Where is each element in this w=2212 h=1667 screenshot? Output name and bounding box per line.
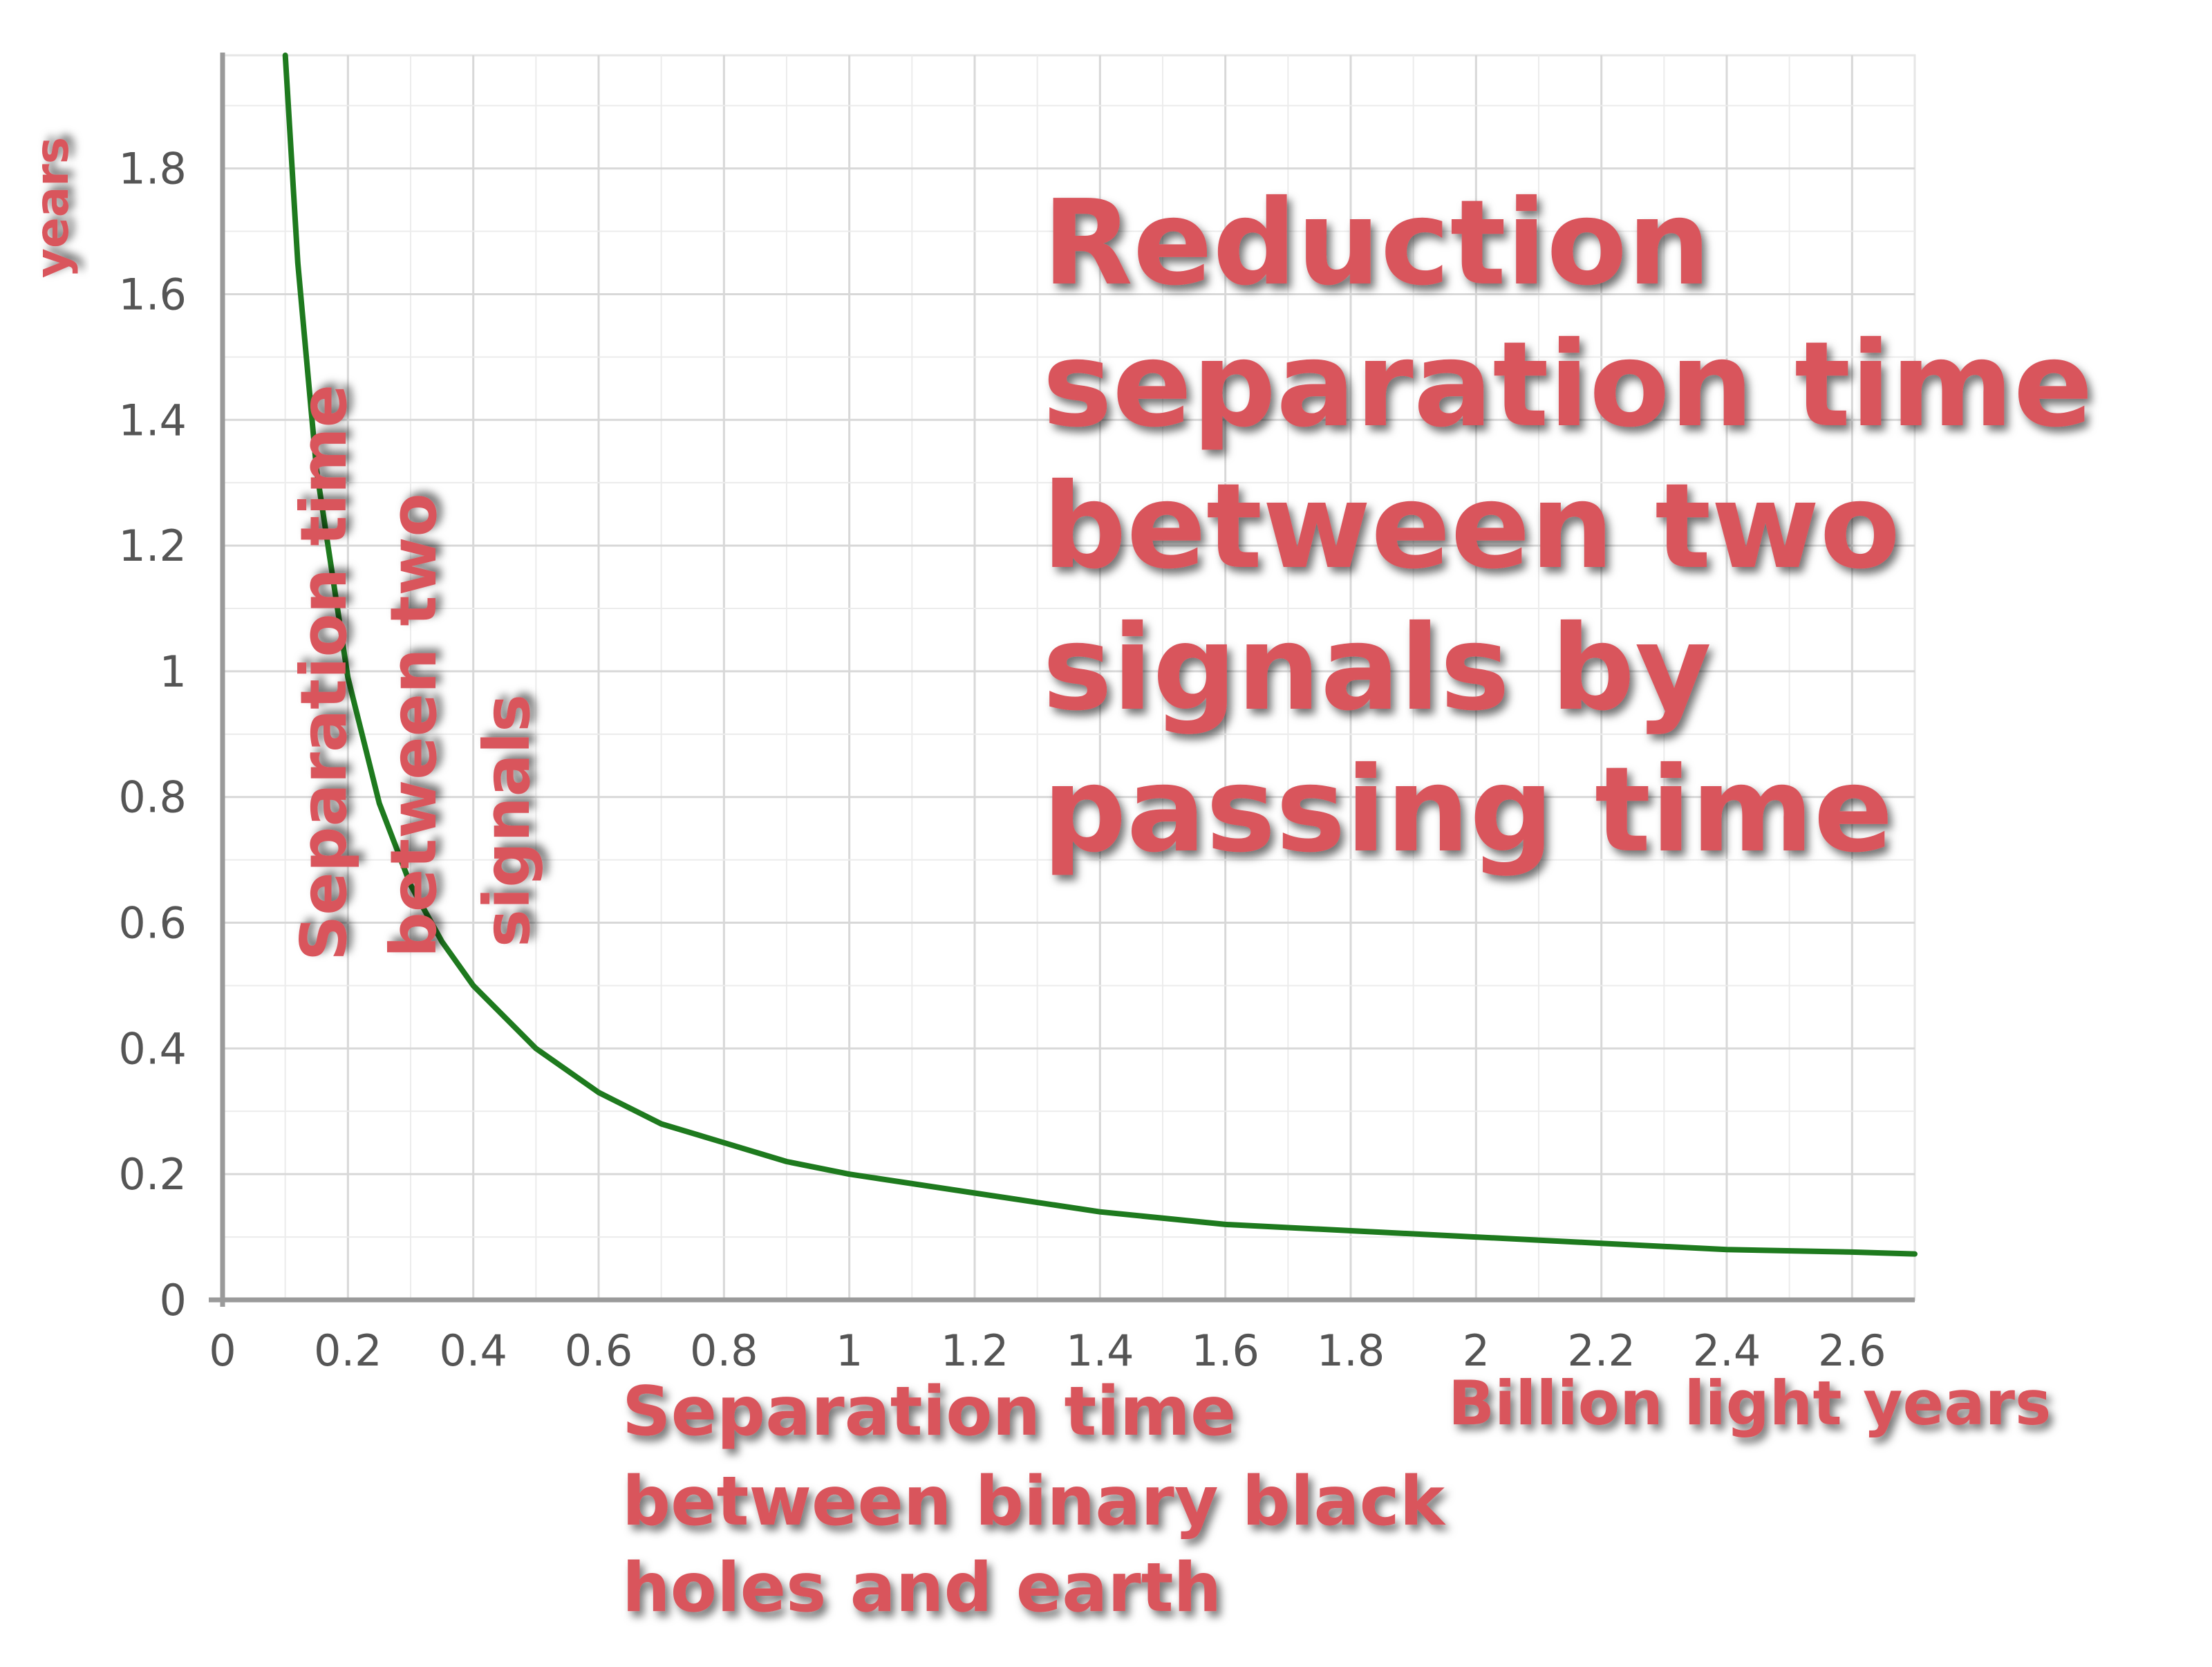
series-layer	[282, 53, 1918, 1257]
y-tick-label: 1	[160, 646, 187, 697]
chart-axes	[209, 53, 1915, 1307]
y-tick-label: 0.4	[118, 1023, 187, 1074]
x-tick-labels: 0 0.2 0.4 0.6 0.8 1 1.2 1.4 1.6 1.8 2 2.2 2.4 2.6	[209, 1325, 1886, 1376]
series-line	[282, 53, 1918, 1257]
x-axis-label-line-1: Separation time	[622, 1372, 1236, 1451]
x-tick-label: 0	[209, 1325, 236, 1376]
chart-title-line-5: passing time	[1042, 742, 1893, 879]
y-tick-label: 1.6	[118, 269, 187, 319]
y-axis-label-line-2: between two	[377, 493, 451, 958]
x-tick-label: 0.6	[565, 1325, 633, 1376]
chart-title-line-3: between two	[1042, 458, 1900, 595]
y-tick-label: 1.4	[118, 395, 187, 445]
y-tick-label: 0.2	[118, 1149, 187, 1200]
y-unit-label: years	[26, 137, 79, 278]
chart-title-line-1: Reduction	[1042, 175, 1711, 312]
x-tick-label: 0.4	[439, 1325, 507, 1376]
x-tick-label: 1.6	[1191, 1325, 1259, 1376]
x-tick-label: 1.2	[941, 1325, 1009, 1376]
x-tick-label: 2.4	[1693, 1325, 1761, 1376]
y-tick-label: 0.8	[118, 772, 187, 823]
y-tick-labels: 0 0.2 0.4 0.6 0.8 1 1.2 1.4 1.6 1.8	[118, 144, 187, 1325]
x-tick-label: 0.8	[690, 1325, 758, 1376]
x-tick-label: 1	[836, 1325, 863, 1376]
y-tick-label: 0	[160, 1275, 187, 1325]
y-axis-label-line-3: signals	[470, 694, 544, 947]
chart-title-line-4: signals by	[1042, 600, 1712, 737]
y-tick-label: 0.6	[118, 898, 187, 949]
x-tick-label: 1.8	[1317, 1325, 1385, 1376]
x-axis-label-line-2: between binary black	[622, 1462, 1447, 1541]
x-tick-label: 1.4	[1066, 1325, 1134, 1376]
x-tick-label: 2.6	[1818, 1325, 1886, 1376]
chart-grid	[221, 54, 1916, 1301]
x-tick-label: 2	[1463, 1325, 1490, 1376]
x-tick-label: 2.2	[1567, 1325, 1635, 1376]
chart-title-line-2: separation time	[1042, 317, 2093, 454]
x-axis-label-line-3: holes and earth	[622, 1549, 1221, 1628]
x-unit-label: Billion light years	[1448, 1368, 2051, 1439]
y-tick-label: 1.8	[118, 144, 187, 194]
y-axis-label-line-1: Separation time	[287, 384, 361, 961]
y-tick-label: 1.2	[118, 521, 187, 571]
x-tick-label: 0.2	[314, 1325, 382, 1376]
